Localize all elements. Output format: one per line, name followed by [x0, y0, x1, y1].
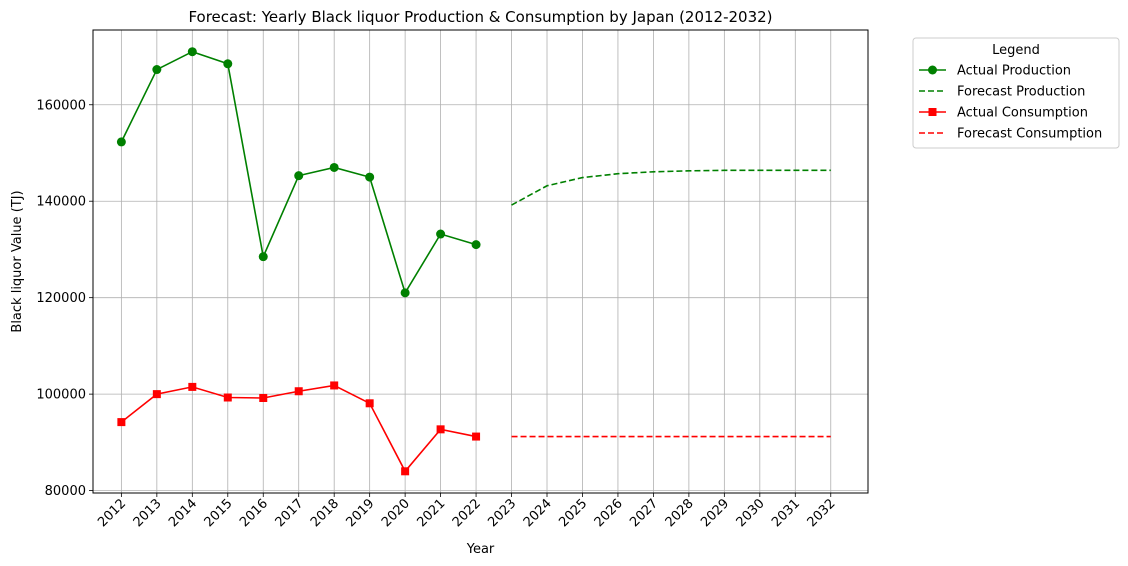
actual-consumption-point [188, 382, 197, 391]
actual-production-point [294, 171, 304, 181]
y-tick-label: 80000 [45, 484, 86, 499]
actual-consumption-point [436, 425, 445, 434]
legend-entries: Actual Production Forecast Production Actu… [919, 64, 1102, 142]
actual-production-point [329, 162, 339, 172]
actual-consumption-legend-label: Actual Consumption [957, 106, 1088, 121]
actual-production-point [187, 47, 197, 57]
y-tick-label: 120000 [36, 291, 86, 306]
legend: Legend Actual Production Forecast Product… [912, 37, 1120, 149]
actual-consumption-point [294, 387, 303, 396]
actual-consumption-point [259, 393, 268, 402]
actual-production-point [223, 59, 233, 69]
y-tick-label: 100000 [36, 388, 86, 403]
actual-production-point [258, 252, 268, 262]
actual-consumption-point [330, 381, 339, 390]
y-tick-label: 140000 [36, 195, 86, 210]
plot-area [93, 30, 868, 493]
x-axis-title: Year [466, 542, 495, 557]
chart-title: Forecast: Yearly Black liquor Production… [188, 8, 772, 26]
actual-production-legend-marker [928, 65, 937, 75]
series [116, 47, 831, 476]
actual-consumption-point [223, 393, 232, 402]
actual-production-point [400, 288, 410, 298]
actual-production-point [365, 172, 375, 182]
actual-consumption-point [152, 390, 161, 399]
actual-production-point [116, 137, 126, 147]
actual-production-point [152, 65, 162, 75]
actual-consumption-point [401, 467, 410, 476]
actual-consumption-point [472, 432, 481, 441]
actual-production-point [471, 240, 481, 250]
legend-title: Legend [992, 43, 1040, 58]
actual-consumption-point [365, 399, 374, 408]
grid [93, 30, 868, 493]
forecast-production-line [511, 169, 831, 206]
y-tick-label: 160000 [36, 98, 86, 113]
y-axis-title: Black liquor Value (TJ) [10, 190, 25, 332]
forecast-consumption-legend-label: Forecast Consumption [957, 127, 1102, 142]
actual-production-point [436, 229, 446, 239]
legend-box [912, 37, 1120, 149]
actual-consumption-point [117, 418, 126, 427]
forecast-production-legend-label: Forecast Production [957, 85, 1085, 100]
actual-production-legend-label: Actual Production [957, 64, 1071, 79]
actual-consumption-legend-marker [928, 108, 937, 116]
plot-frame [92, 29, 869, 494]
axes: 2012 2013 2014 2015 2016 2017 2018 2019 2020 2021… [36, 98, 838, 530]
